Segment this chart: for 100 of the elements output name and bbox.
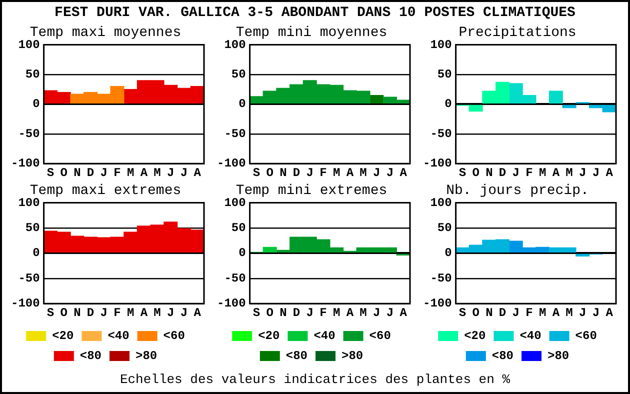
x-tick-label: N [279,166,286,180]
legend-label: <40 [313,329,335,344]
x-tick-label: M [538,166,546,180]
x-tick-label: S [458,306,466,320]
x-tick-label: F [113,166,120,180]
y-tick-label: 0 [32,246,40,260]
y-tick-label: 50 [230,221,246,236]
x-tick-label: J [578,306,586,320]
x-tick-label: N [485,166,492,180]
x-tick-label: O [472,306,479,320]
x-tick-label: J [100,166,107,180]
legend-label: <80 [285,349,308,364]
y-tick-label: 0 [238,246,246,260]
x-tick-label: M [359,306,366,320]
x-tick-label: A [399,166,408,180]
legend-label: >80 [547,349,569,364]
bar [548,90,562,104]
x-tick-label: D [498,166,506,180]
legend-label: <20 [464,329,486,344]
legend-label: <60 [574,329,596,344]
x-tick-label: J [372,306,380,320]
x-tick-label: O [266,166,273,180]
y-tick-label: 50 [436,221,452,236]
x-tick-label: A [552,306,560,320]
x-tick-label: M [538,306,546,320]
x-tick-label: O [472,166,479,180]
y-tick-label: -50 [224,271,246,286]
x-tick-label: A [346,306,354,320]
x-tick-label: J [166,166,174,180]
x-tick-label: F [319,306,326,320]
legend-label: <40 [107,329,129,344]
y-tick-label: 50 [230,68,246,82]
y-tick-label: 50 [24,68,40,82]
legend-label: <20 [258,329,280,344]
y-tick-label: -50 [430,126,452,141]
x-tick-label: J [386,166,394,180]
x-tick-label: D [292,306,300,320]
legend-label: >80 [341,349,363,364]
y-tick-label: -50 [224,126,246,141]
legend-label: <80 [79,349,102,364]
x-tick-label: A [552,166,560,180]
legend-label: <40 [519,329,541,344]
x-tick-label: J [372,166,380,180]
x-tick-label: M [126,306,134,320]
bar [262,246,276,253]
x-tick-label: N [485,306,492,320]
y-tick-label: -50 [18,126,40,141]
legend-label: <60 [162,329,184,344]
y-tick-label: 50 [436,68,452,82]
legend-label: >80 [135,349,157,364]
x-tick-label: A [140,166,148,180]
x-tick-label: D [292,166,300,180]
y-tick-label: -50 [430,271,452,286]
x-tick-label: M [153,306,160,320]
x-tick-label: S [46,306,54,320]
x-tick-label: J [578,166,586,180]
legend-label: <20 [52,329,74,344]
x-tick-label: D [86,166,94,180]
x-tick-label: S [252,306,260,320]
x-tick-label: F [525,166,532,180]
x-tick-label: J [180,166,188,180]
x-tick-label: M [332,306,340,320]
x-tick-label: S [252,166,260,180]
x-tick-label: J [592,306,600,320]
x-tick-label: O [266,306,273,320]
x-tick-label: O [60,166,67,180]
x-tick-label: F [319,166,326,180]
x-tick-label: J [166,306,174,320]
y-tick-label: -100 [422,296,452,311]
x-tick-label: J [100,306,107,320]
y-tick-label: 0 [32,97,40,112]
x-tick-label: J [386,306,394,320]
legend-label: <60 [368,329,390,344]
y-tick-label: 0 [238,97,246,112]
x-tick-label: M [565,306,572,320]
y-tick-label: 0 [444,246,452,260]
x-tick-label: S [46,166,54,180]
y-tick-label: -100 [216,156,246,171]
x-tick-label: N [73,166,80,180]
y-tick-label: 0 [444,97,452,112]
x-tick-label: D [498,306,506,320]
y-tick-label: -100 [422,156,452,171]
x-tick-label: F [113,306,120,320]
x-tick-label: J [180,306,188,320]
x-tick-label: M [359,166,366,180]
x-tick-label: J [512,166,519,180]
y-tick-label: -100 [10,156,40,171]
x-tick-label: O [60,306,67,320]
x-tick-label: M [565,166,572,180]
x-tick-label: A [399,306,408,320]
chart-title: Precipitations [458,25,576,42]
x-tick-label: F [525,306,532,320]
x-tick-label: D [86,306,94,320]
x-tick-label: M [153,166,160,180]
x-tick-label: N [73,306,80,320]
y-tick-label: 50 [24,221,40,236]
text: Echelles des valeurs indicatrices des plantes en % [118,372,512,388]
x-tick-label: A [346,166,354,180]
x-tick-label: A [193,306,202,320]
y-tick-label: 100 [430,38,452,52]
